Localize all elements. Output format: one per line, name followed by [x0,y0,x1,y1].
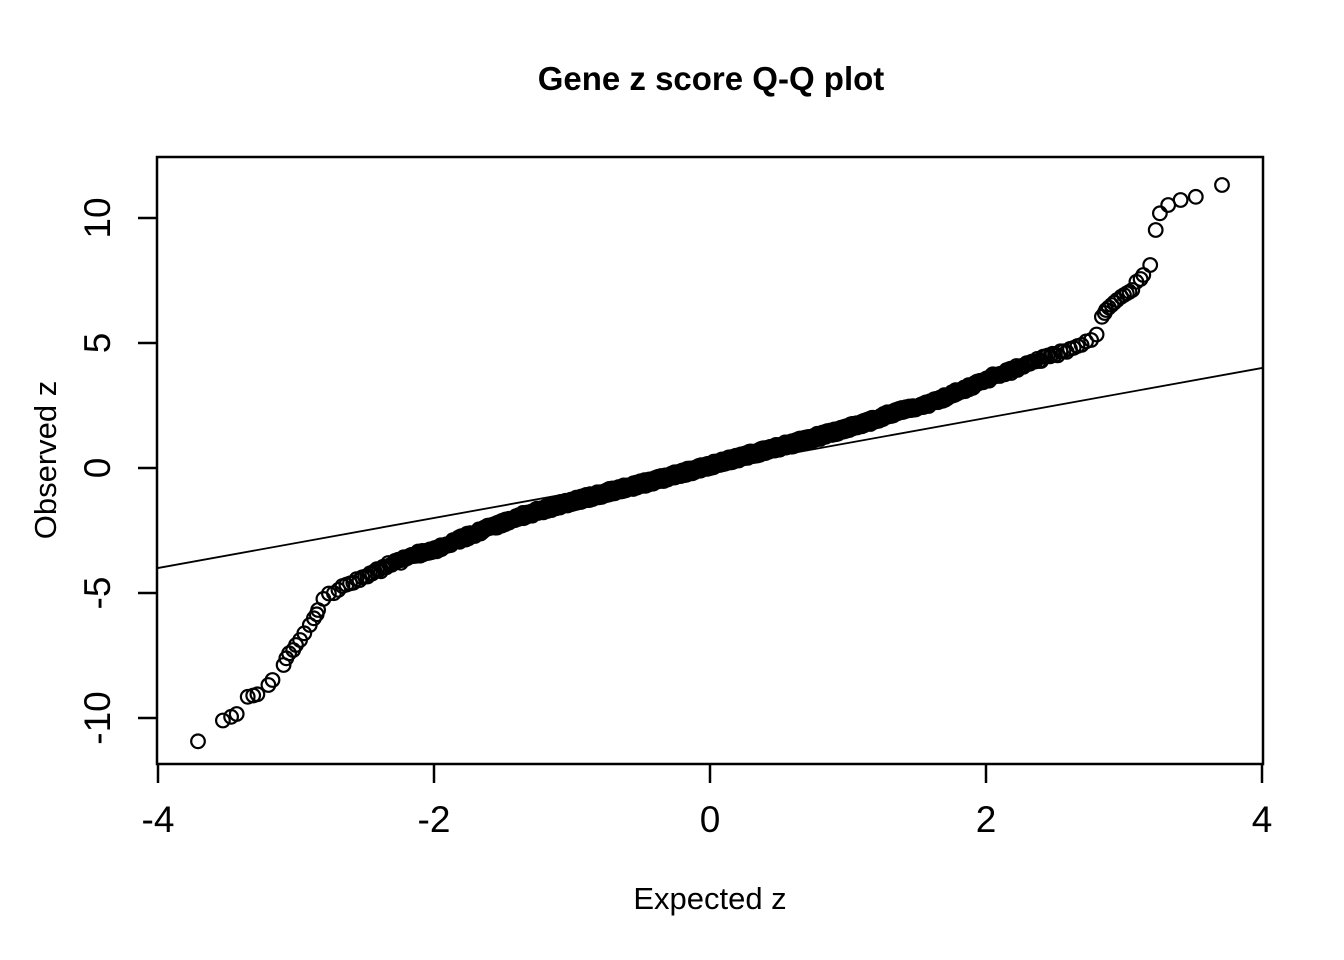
data-point [306,610,322,627]
chart-title: Gene z score Q-Q plot [538,60,885,97]
data-point [249,686,266,703]
x-axis-tick-label: 0 [700,799,721,840]
y-axis-tick-label: -5 [77,577,118,610]
x-axis-tick-label: 4 [1252,799,1273,840]
x-axis-tick-label: 2 [976,799,997,840]
points-group [190,177,1230,750]
y-axis-tick-label: -10 [77,691,118,744]
y-axis-tick-label: 0 [77,458,118,479]
plot-box [155,155,1265,766]
data-point [228,706,245,722]
x-axis-label: Expected z [633,881,786,916]
axes-group: -4 -2 0 2 4 -10 -5 0 5 10 [77,197,1272,840]
data-point [296,625,313,642]
data-point [264,672,281,688]
data-point [1142,257,1159,273]
data-point [1073,337,1090,353]
x-axis-tick-label: -2 [418,799,451,840]
data-point [214,712,231,729]
data-point [1147,222,1164,238]
y-axis-tick-label: 10 [77,197,118,238]
data-point [1187,188,1204,205]
data-point [1083,332,1099,348]
y-axis-tick-label: 5 [77,333,118,354]
data-point [288,637,304,653]
data-point [1151,205,1168,222]
data-point [260,677,277,693]
data-point [1214,177,1230,193]
data-point [310,602,327,618]
data-point [1124,282,1141,298]
data-point [1088,326,1105,343]
data-point [1172,192,1189,208]
y-axis-label: Observed z [28,381,63,540]
data-point [321,585,337,602]
data-point [330,582,347,598]
reference-line [156,366,1264,570]
data-point [190,733,206,750]
x-axis-tick-label: -4 [142,799,175,840]
